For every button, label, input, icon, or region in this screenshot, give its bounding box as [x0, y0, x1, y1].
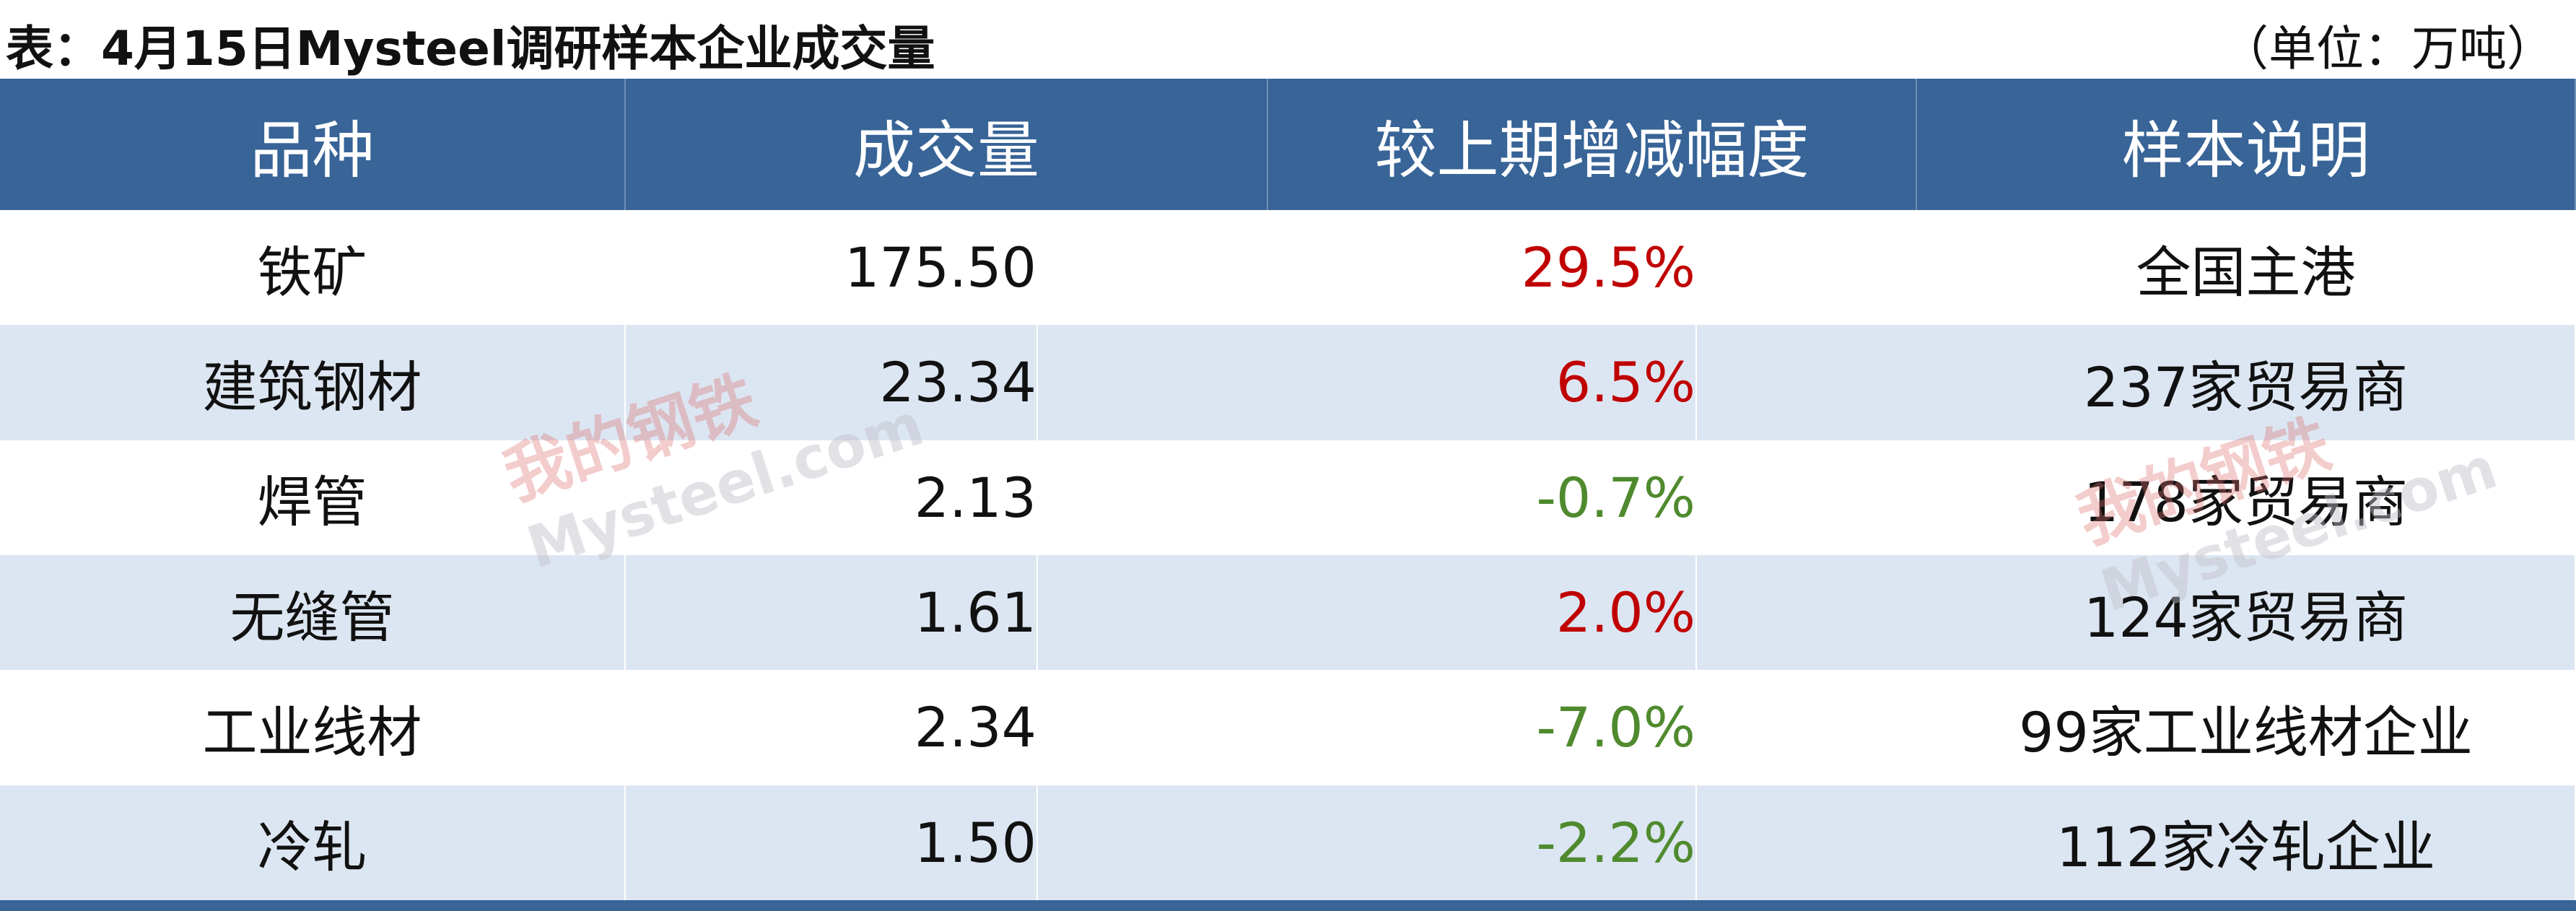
- table-cell: 112家冷轧企业: [1917, 785, 2576, 900]
- table-row: 冷轧 1.50 -2.2% 112家冷轧企业: [0, 785, 2576, 900]
- table-cell: 冷轧: [0, 785, 626, 900]
- header-cell: 成交量: [626, 79, 1268, 210]
- table-cell: 237家贸易商: [1917, 325, 2576, 440]
- table-cell: 铁矿: [0, 210, 626, 326]
- table-cell: -0.7%: [1268, 440, 1697, 555]
- table-cell: 2.13: [626, 440, 1038, 555]
- table-bottom-border: [0, 900, 2576, 911]
- header-cell: 较上期增减幅度: [1268, 79, 1917, 210]
- table-cell: 23.34: [626, 325, 1038, 440]
- table-row: 铁矿 175.50 29.5% 全国主港: [0, 210, 2576, 326]
- table-row: 无缝管 1.61 2.0% 124家贸易商: [0, 555, 2576, 671]
- table-cell: 1.50: [626, 785, 1038, 900]
- unit: （单位：万吨）: [2221, 21, 2554, 77]
- title-bar: 表：4月15日Mysteel调研样本企业成交量 （单位：万吨）: [0, 0, 2576, 79]
- table-cell: 焊管: [0, 440, 626, 555]
- table-cell: 2.34: [626, 670, 1038, 785]
- header-cell: 品种: [0, 79, 626, 210]
- table-cell: 99家工业线材企业: [1917, 670, 2576, 785]
- table-cell: -2.2%: [1268, 785, 1697, 900]
- table-cell: 工业线材: [0, 670, 626, 785]
- table-cell: 全国主港: [1917, 210, 2576, 326]
- table-cell: 124家贸易商: [1917, 555, 2576, 671]
- table-cell: 无缝管: [0, 555, 626, 671]
- table-cell: 29.5%: [1268, 210, 1697, 326]
- table-cell: 2.0%: [1268, 555, 1697, 671]
- header-cell: 样本说明: [1917, 79, 2576, 210]
- table-cell: 6.5%: [1268, 325, 1697, 440]
- table-cell: 175.50: [626, 210, 1038, 326]
- table-cell: 1.61: [626, 555, 1038, 671]
- table-row: 工业线材 2.34 -7.0% 99家工业线材企业: [0, 670, 2576, 785]
- table-cell: -7.0%: [1268, 670, 1697, 785]
- table-cell: 建筑钢材: [0, 325, 626, 440]
- table-row: 建筑钢材 23.34 6.5% 237家贸易商: [0, 325, 2576, 440]
- table-cell: 178家贸易商: [1917, 440, 2576, 555]
- table-row: 焊管 2.13 -0.7% 178家贸易商: [0, 440, 2576, 555]
- title: 表：4月15日Mysteel调研样本企业成交量: [6, 21, 935, 77]
- header-row: 品种 成交量 较上期增减幅度 样本说明: [0, 79, 2576, 210]
